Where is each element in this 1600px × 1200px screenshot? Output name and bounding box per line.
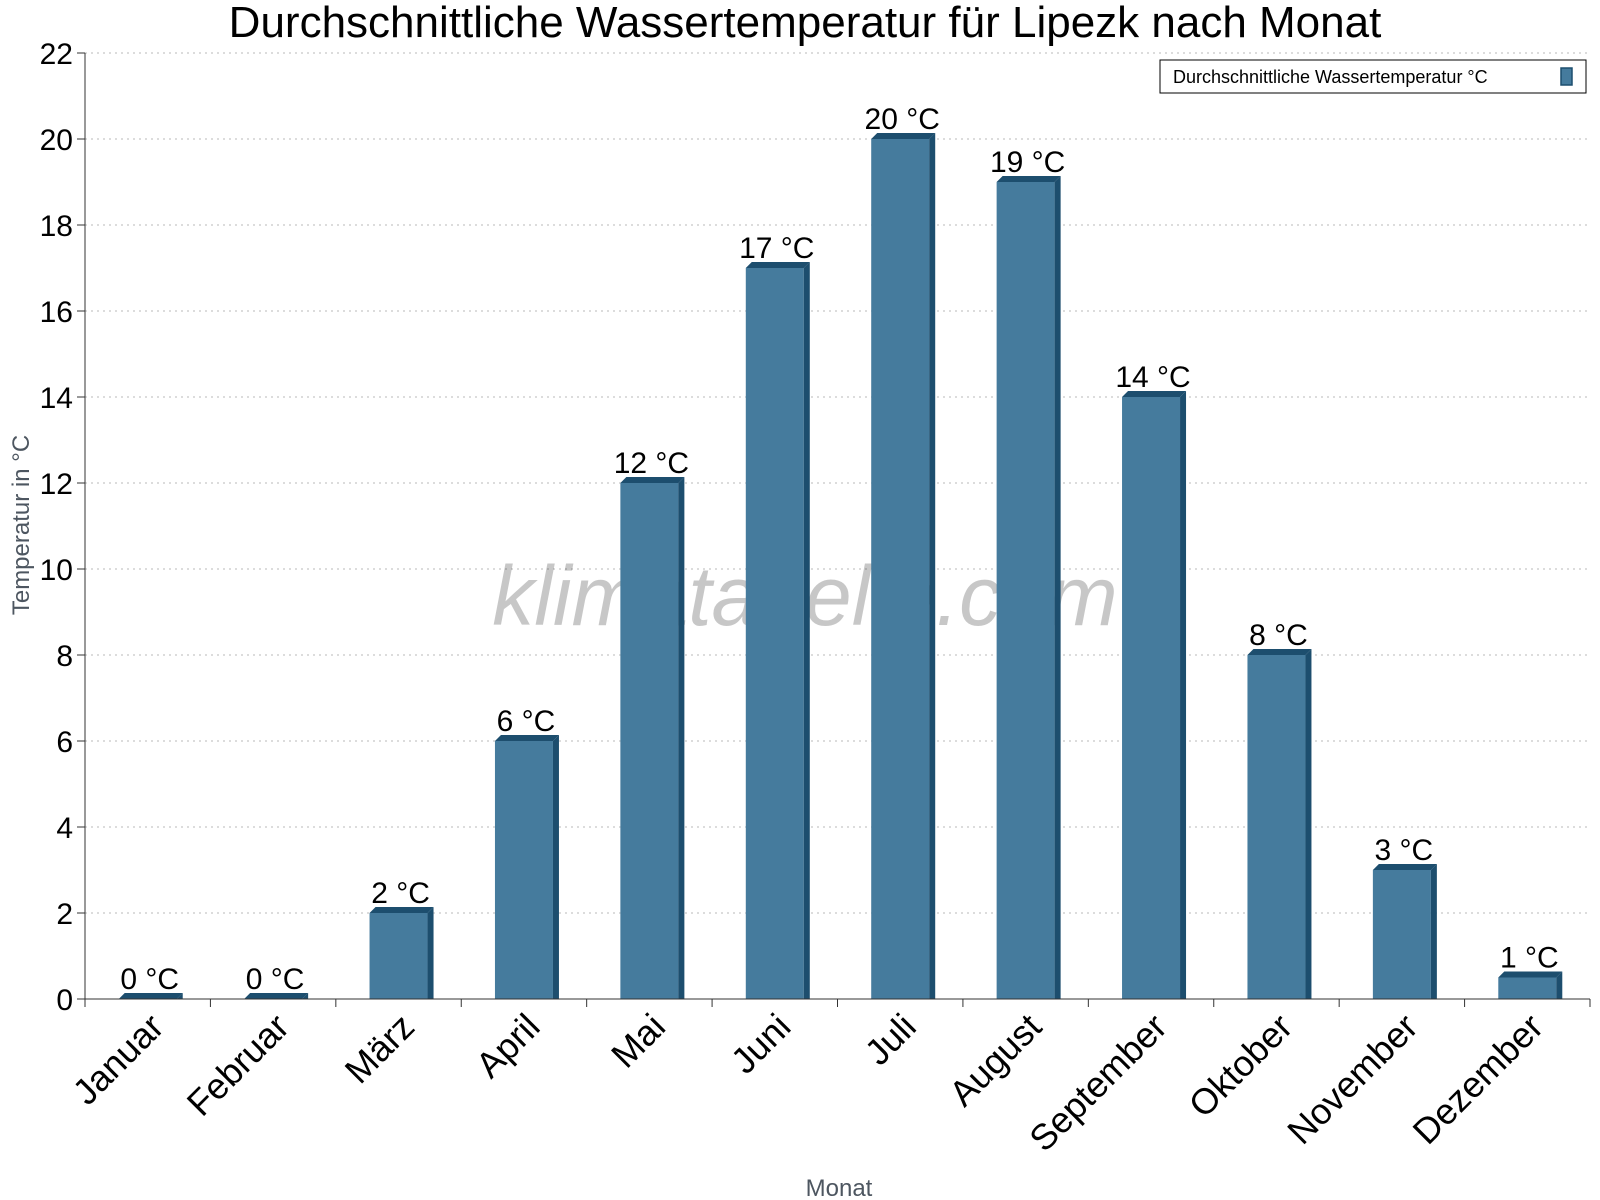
x-tick-label: März: [337, 1006, 423, 1092]
x-tick-label: September: [1021, 1006, 1175, 1160]
bar-top: [1372, 864, 1437, 870]
data-label: 20 °C: [865, 103, 940, 136]
x-tick-label: Dezember: [1405, 1006, 1551, 1152]
bar: [494, 735, 559, 999]
y-tick-label: 10: [40, 554, 73, 587]
bar-top: [494, 735, 559, 741]
bar-side: [552, 735, 559, 999]
bar-side: [1180, 391, 1187, 999]
y-tick-label: 0: [56, 984, 73, 1017]
chart-title: Durchschnittliche Wassertemperatur für L…: [229, 0, 1382, 47]
bar-top: [1498, 971, 1563, 978]
data-label: 1 °C: [1500, 942, 1559, 975]
bar-top: [871, 133, 936, 139]
legend-swatch: [1560, 67, 1573, 86]
data-label: 0 °C: [120, 963, 179, 996]
bar-face: [1247, 655, 1306, 999]
data-label: 17 °C: [739, 232, 814, 265]
bar-top: [1247, 649, 1312, 655]
x-tick-label: Februar: [179, 1006, 297, 1124]
y-tick-label: 2: [56, 898, 73, 931]
x-tick-label: Januar: [65, 1006, 172, 1113]
bar-top: [1122, 391, 1187, 397]
y-tick-label: 12: [40, 468, 73, 501]
bar-face: [1122, 397, 1181, 999]
data-label: 19 °C: [990, 146, 1065, 179]
y-tick-label: 8: [56, 640, 73, 673]
x-tick-label: Oktober: [1181, 1006, 1301, 1126]
data-label: 12 °C: [614, 447, 689, 480]
data-label: 2 °C: [371, 877, 430, 910]
y-tick-label: 22: [40, 38, 73, 71]
bar: [1122, 391, 1187, 999]
x-tick-label: November: [1279, 1006, 1425, 1152]
bar-top: [244, 993, 309, 999]
x-tick-label: April: [468, 1006, 548, 1086]
x-tick-label: Juni: [723, 1006, 799, 1082]
bar-top: [620, 477, 685, 483]
bar-face: [369, 913, 428, 999]
x-tick-label: Mai: [603, 1006, 673, 1076]
bar-face: [620, 483, 679, 999]
bars: [118, 133, 1563, 999]
bar: [118, 993, 183, 999]
bar-face: [1372, 870, 1431, 999]
bar: [244, 993, 309, 999]
y-axis-label: Temperatur in °C: [8, 435, 35, 615]
bar-top: [745, 262, 810, 268]
x-tick-label: Juli: [857, 1006, 924, 1073]
x-axis-label: Monat: [806, 1175, 873, 1200]
legend: Durchschnittliche Wassertemperatur °C: [1159, 59, 1587, 94]
data-label: 14 °C: [1115, 361, 1190, 394]
bar: [1372, 864, 1437, 999]
bar-side: [678, 477, 685, 999]
y-tick-label: 20: [40, 124, 73, 157]
y-tick-label: 14: [40, 382, 73, 415]
bar: [996, 176, 1061, 999]
bar-side: [427, 907, 434, 999]
bar: [620, 477, 685, 999]
bar-face: [996, 182, 1055, 999]
legend-box: [1159, 59, 1587, 94]
y-tick-label: 4: [56, 812, 73, 845]
bar-top: [369, 907, 434, 913]
bar-face: [745, 268, 804, 999]
bar: [745, 262, 810, 999]
bar-side: [803, 262, 810, 999]
bar: [369, 907, 434, 999]
bar-face: [494, 741, 553, 999]
data-label: 0 °C: [246, 963, 305, 996]
bar-top: [118, 993, 183, 999]
bar-side: [1556, 971, 1563, 999]
data-label: 6 °C: [497, 705, 556, 738]
bar-face: [871, 139, 930, 999]
x-tick-label: August: [941, 1006, 1049, 1114]
bar-side: [929, 133, 936, 999]
bar-face: [1498, 977, 1557, 999]
y-tick-label: 18: [40, 210, 73, 243]
bar: [1498, 971, 1563, 999]
data-labels: 0 °C 0 °C 2 °C 6 °C 12 °C 17 °C 20 °C 19 °C 14 °…: [120, 103, 1558, 996]
legend-label: Durchschnittliche Wassertemperatur °C: [1173, 67, 1488, 87]
bar-side: [1430, 864, 1437, 999]
bar: [1247, 649, 1312, 999]
bar-side: [1054, 176, 1061, 999]
data-label: 8 °C: [1249, 619, 1308, 652]
bar: [871, 133, 936, 999]
bar-side: [1305, 649, 1312, 999]
bar-top: [996, 176, 1061, 182]
y-tick-label: 16: [40, 296, 73, 329]
gridlines: [85, 52, 1590, 914]
y-tick-label: 6: [56, 726, 73, 759]
data-label: 3 °C: [1375, 834, 1434, 867]
